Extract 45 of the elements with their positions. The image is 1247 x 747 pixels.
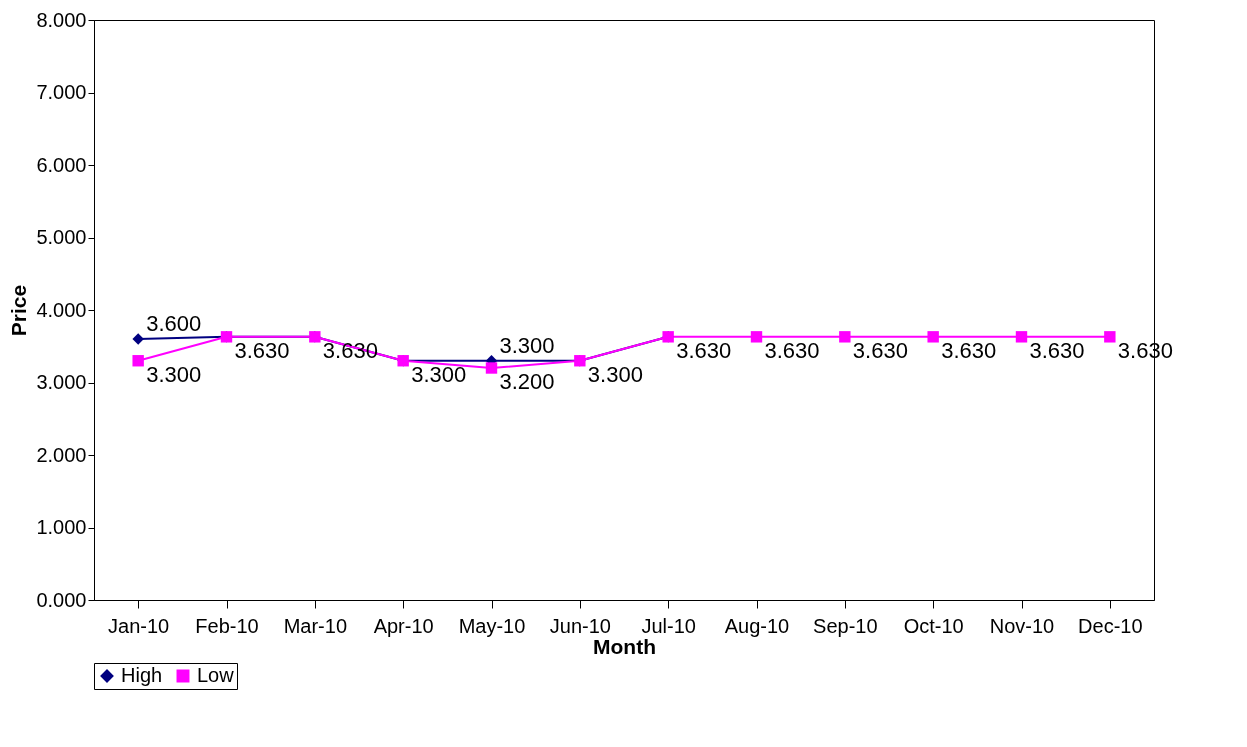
x-tick-label: Sep-10 xyxy=(813,614,878,637)
y-tick-label: 2.000 xyxy=(36,443,87,466)
point xyxy=(485,362,498,374)
x-tick-label: May-10 xyxy=(458,614,526,637)
x-tick-label: Dec-10 xyxy=(1078,614,1143,637)
x-tick-label: Oct-10 xyxy=(903,614,964,637)
data-label: 3.630 xyxy=(234,337,290,363)
point xyxy=(927,331,939,343)
y-axis-title: Price xyxy=(7,284,31,337)
point xyxy=(1104,331,1116,343)
x-axis-title: Month xyxy=(593,634,656,658)
y-tick-label: 1.000 xyxy=(36,516,87,538)
point xyxy=(132,355,144,367)
x-tick-label: Jan-10 xyxy=(108,614,170,637)
legend-label: High xyxy=(121,664,163,686)
data-label: 3.300 xyxy=(411,361,467,387)
legend-label: Low xyxy=(197,664,235,686)
y-tick-label: 8.000 xyxy=(36,8,87,31)
x-tick-label: Apr-10 xyxy=(373,614,434,637)
data-label: 3.630 xyxy=(941,337,997,363)
x-tick-label: Mar-10 xyxy=(283,614,348,637)
y-tick-label: 5.000 xyxy=(36,226,87,248)
y-tick-label: 0.000 xyxy=(36,588,87,611)
point xyxy=(132,333,144,345)
x-tick-label: Feb-10 xyxy=(195,614,259,637)
data-label: 3.600 xyxy=(146,311,202,336)
x-tick-label: Nov-10 xyxy=(989,614,1055,637)
data-label: 3.200 xyxy=(499,369,555,394)
data-label: 3.630 xyxy=(764,337,820,363)
data-label: 3.630 xyxy=(1029,337,1085,363)
x-tick-label: Aug-10 xyxy=(724,614,790,637)
x-tick-label: Jul-10 xyxy=(641,614,696,637)
data-label: 3.300 xyxy=(587,361,643,387)
y-tick-label: 6.000 xyxy=(36,153,87,176)
y-tick-label: 4.000 xyxy=(36,298,87,321)
data-label: 3.630 xyxy=(676,337,732,363)
x-tick-label: Jun-10 xyxy=(549,614,611,637)
point xyxy=(750,331,763,343)
y-tick-label: 7.000 xyxy=(36,81,87,103)
point xyxy=(839,331,851,343)
y-tick-label: 3.000 xyxy=(36,371,87,393)
data-label: 3.300 xyxy=(146,361,202,387)
point xyxy=(1015,331,1028,343)
data-label: 3.630 xyxy=(852,337,908,363)
data-label: 3.300 xyxy=(499,332,555,358)
